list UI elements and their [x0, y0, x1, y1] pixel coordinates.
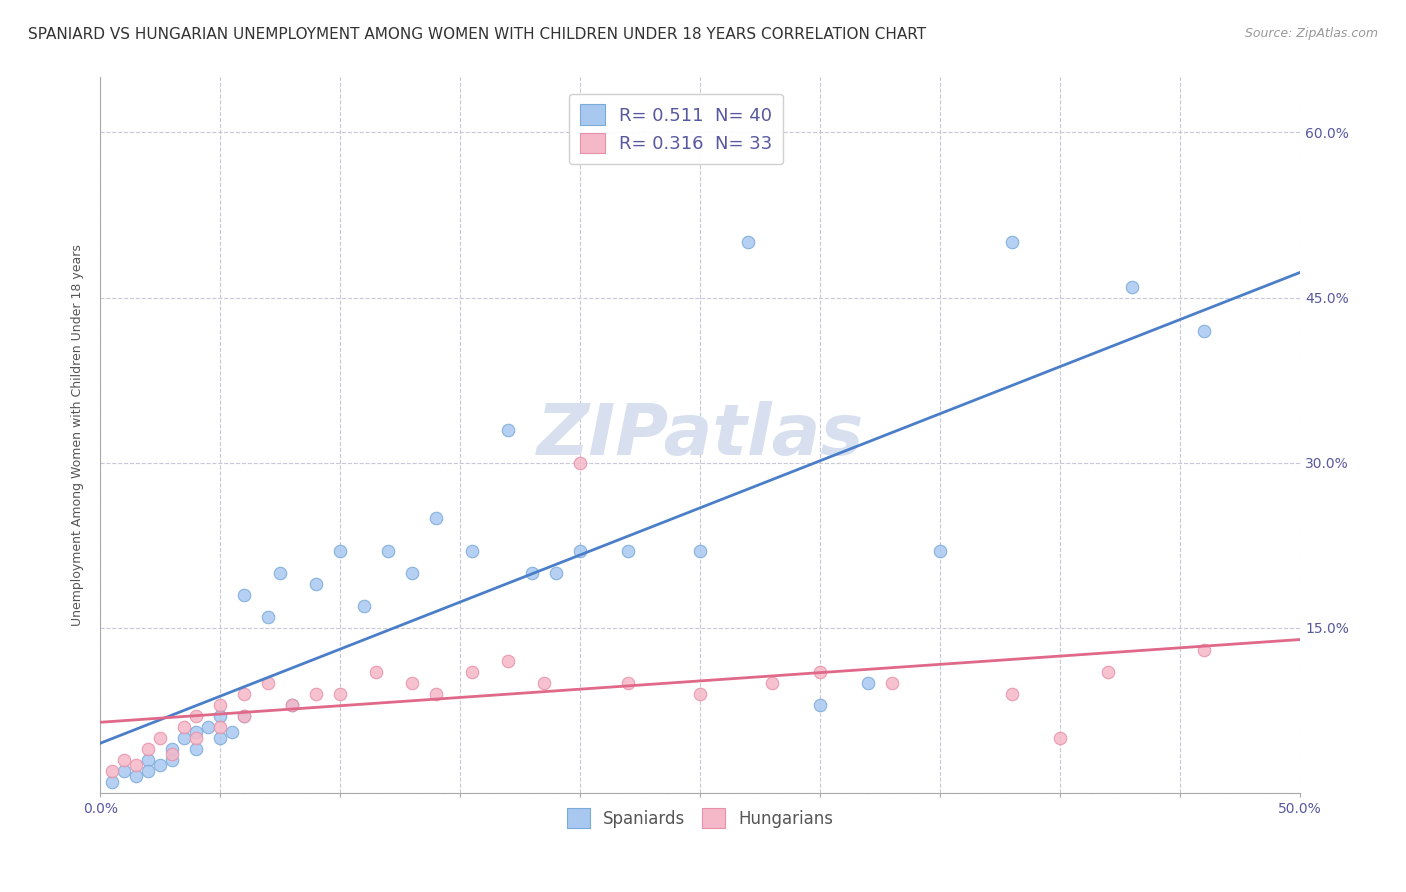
Point [1049, 731, 1071, 745]
Point [425, 687, 447, 701]
Text: ZIPatlas: ZIPatlas [537, 401, 863, 469]
Point [425, 510, 447, 524]
Point [689, 543, 711, 558]
Point [520, 566, 543, 580]
Point [737, 235, 759, 250]
Point [329, 543, 352, 558]
Point [186, 731, 208, 745]
Point [617, 675, 640, 690]
Point [186, 725, 208, 739]
Point [257, 675, 280, 690]
Point [197, 720, 219, 734]
Point [233, 588, 256, 602]
Point [401, 675, 423, 690]
Point [569, 543, 592, 558]
Point [112, 753, 135, 767]
Point [1001, 235, 1024, 250]
Point [160, 753, 183, 767]
Y-axis label: Unemployment Among Women with Children Under 18 years: Unemployment Among Women with Children U… [72, 244, 84, 626]
Point [366, 665, 388, 679]
Point [377, 543, 399, 558]
Point [882, 675, 904, 690]
Point [112, 764, 135, 778]
Point [546, 566, 568, 580]
Point [233, 708, 256, 723]
Point [856, 675, 879, 690]
Point [136, 764, 159, 778]
Point [533, 675, 555, 690]
Point [929, 543, 952, 558]
Point [281, 698, 304, 712]
Point [569, 456, 592, 470]
Point [186, 741, 208, 756]
Point [461, 665, 484, 679]
Point [808, 698, 831, 712]
Text: Source: ZipAtlas.com: Source: ZipAtlas.com [1244, 27, 1378, 40]
Point [329, 687, 352, 701]
Point [209, 698, 232, 712]
Point [173, 731, 195, 745]
Point [160, 747, 183, 761]
Point [281, 698, 304, 712]
Point [136, 753, 159, 767]
Point [353, 599, 375, 613]
Point [209, 720, 232, 734]
Legend: Spaniards, Hungarians: Spaniards, Hungarians [560, 802, 841, 834]
Point [617, 543, 640, 558]
Point [461, 543, 484, 558]
Point [125, 769, 148, 783]
Point [269, 566, 291, 580]
Point [233, 708, 256, 723]
Point [209, 708, 232, 723]
Point [101, 764, 124, 778]
Point [149, 758, 172, 772]
Point [496, 423, 519, 437]
Point [186, 708, 208, 723]
Point [496, 654, 519, 668]
Point [221, 725, 243, 739]
Point [305, 687, 328, 701]
Point [401, 566, 423, 580]
Point [101, 774, 124, 789]
Point [257, 609, 280, 624]
Point [305, 576, 328, 591]
Point [1097, 665, 1119, 679]
Text: SPANIARD VS HUNGARIAN UNEMPLOYMENT AMONG WOMEN WITH CHILDREN UNDER 18 YEARS CORR: SPANIARD VS HUNGARIAN UNEMPLOYMENT AMONG… [28, 27, 927, 42]
Point [761, 675, 783, 690]
Point [209, 731, 232, 745]
Point [136, 741, 159, 756]
Point [173, 720, 195, 734]
Point [149, 731, 172, 745]
Point [1121, 279, 1143, 293]
Point [689, 687, 711, 701]
Point [160, 741, 183, 756]
Point [1192, 642, 1215, 657]
Point [125, 758, 148, 772]
Point [808, 665, 831, 679]
Point [233, 687, 256, 701]
Point [1192, 324, 1215, 338]
Point [1001, 687, 1024, 701]
